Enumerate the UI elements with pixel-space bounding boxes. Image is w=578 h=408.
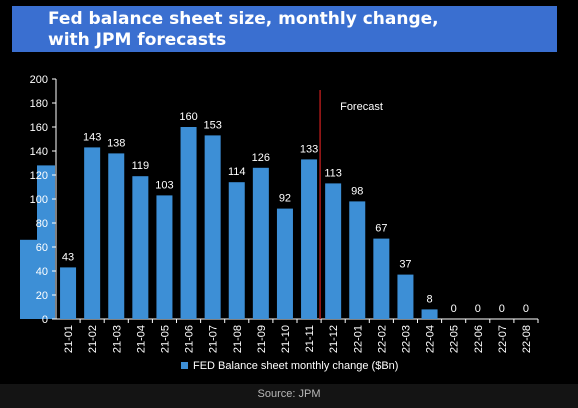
bar-chart: 0204060801001201401601802004321-0114321-… — [20, 74, 539, 372]
bar — [228, 182, 245, 319]
x-tick-label: 21-09 — [256, 325, 268, 353]
x-tick-label: 22-03 — [400, 325, 412, 353]
data-label: 133 — [300, 143, 318, 155]
x-tick-label: 22-05 — [449, 325, 461, 353]
data-label: 0 — [523, 303, 529, 315]
x-tick-label: 21-10 — [280, 325, 292, 353]
y-tick-label: 60 — [36, 242, 48, 254]
x-tick-label: 21-04 — [135, 325, 147, 353]
bar — [325, 183, 342, 319]
bar — [421, 309, 438, 319]
y-tick-label: 0 — [42, 314, 48, 326]
data-label: 98 — [351, 185, 363, 197]
data-label: 113 — [324, 167, 342, 179]
x-tick-label: 22-07 — [497, 325, 509, 353]
y-tick-label: 140 — [30, 146, 48, 158]
x-tick-label: 21-02 — [87, 325, 99, 353]
data-label: 126 — [252, 152, 270, 164]
x-tick-label: 21-11 — [304, 325, 316, 352]
bar — [108, 153, 125, 319]
data-label: 153 — [203, 119, 221, 131]
y-tick-label: 160 — [30, 122, 48, 134]
chart-title-bar: Fed balance sheet size, monthly change, … — [12, 6, 557, 52]
chart-title-line-2: with JPM forecasts — [48, 30, 227, 50]
x-tick-label: 21-05 — [159, 325, 171, 353]
x-tick-label: 22-02 — [376, 325, 388, 353]
bar — [349, 201, 366, 319]
x-tick-label: 21-12 — [328, 325, 340, 353]
forecast-label: Forecast — [340, 101, 383, 113]
data-label: 67 — [375, 223, 387, 235]
y-tick-label: 20 — [36, 290, 48, 302]
data-label: 0 — [451, 303, 457, 315]
data-label: 114 — [228, 166, 246, 178]
x-tick-label: 21-06 — [184, 325, 196, 353]
bar — [301, 159, 318, 319]
x-tick-label: 21-01 — [63, 325, 75, 353]
data-label: 43 — [62, 251, 74, 263]
x-tick-label: 21-07 — [208, 325, 220, 353]
bar — [204, 135, 221, 319]
data-label: 160 — [179, 111, 197, 123]
bar — [180, 127, 197, 319]
data-label: 8 — [426, 293, 432, 305]
data-label: 138 — [107, 137, 125, 149]
x-tick-label: 21-03 — [111, 325, 123, 353]
y-tick-label: 40 — [36, 266, 48, 278]
chart-title-line-1: Fed balance sheet size, monthly change, — [48, 9, 439, 29]
bar — [276, 208, 293, 319]
bar — [60, 267, 77, 319]
x-tick-label: 22-04 — [425, 325, 437, 353]
data-label: 0 — [499, 303, 505, 315]
legend-label: FED Balance sheet monthly change ($Bn) — [193, 360, 398, 372]
data-label: 119 — [132, 160, 150, 172]
y-tick-label: 80 — [36, 218, 48, 230]
bar-partial-left — [37, 165, 55, 319]
x-tick-label: 21-08 — [232, 325, 244, 353]
bar-partial-left — [20, 239, 38, 319]
bar — [397, 274, 414, 319]
bar — [84, 147, 101, 319]
data-label: 92 — [279, 193, 291, 205]
y-tick-label: 200 — [30, 74, 48, 86]
bar — [156, 195, 173, 319]
bar — [132, 176, 149, 319]
y-tick-label: 180 — [30, 98, 48, 110]
data-label: 103 — [155, 179, 173, 191]
x-tick-label: 22-01 — [352, 325, 364, 353]
legend-swatch — [181, 362, 188, 369]
bar — [252, 167, 269, 319]
x-tick-label: 22-06 — [473, 325, 485, 353]
y-tick-label: 120 — [30, 170, 48, 182]
data-label: 0 — [475, 303, 481, 315]
source-note: Source: JPM — [257, 388, 321, 400]
x-tick-label: 22-08 — [521, 325, 533, 353]
data-label: 37 — [399, 259, 411, 271]
y-tick-label: 100 — [30, 194, 48, 206]
bar — [373, 238, 390, 319]
data-label: 143 — [83, 131, 101, 143]
